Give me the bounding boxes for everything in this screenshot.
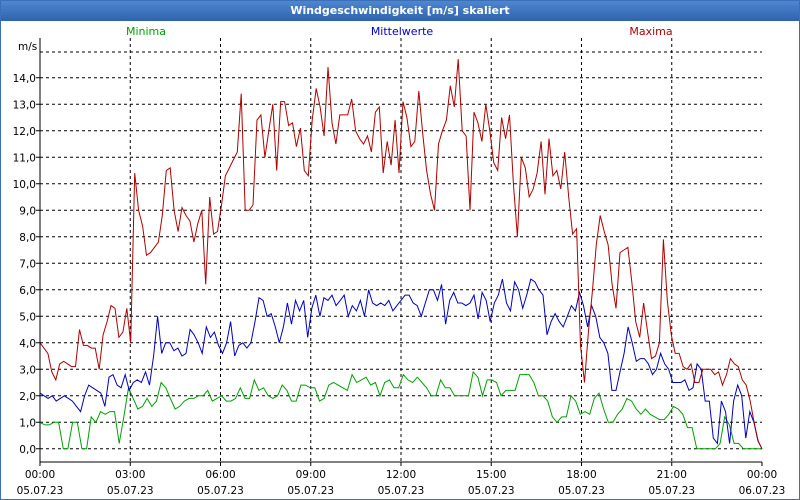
y-tick-label: 11,0: [13, 152, 36, 164]
x-tick-time: 06:00: [205, 469, 235, 481]
x-tick-time: 15:00: [476, 469, 506, 481]
legend: Minima Mittelwerte Maxima: [126, 25, 673, 38]
y-axis-label: m/s: [18, 41, 37, 53]
series-line-maxima: [39, 59, 763, 450]
x-tick-date: 05.07.23: [378, 485, 425, 497]
x-tick-date: 06.07.23: [739, 485, 786, 497]
x-tick-time: 00:00: [747, 469, 777, 481]
x-tick-time: 03:00: [115, 469, 145, 481]
legend-minima: Minima: [126, 25, 166, 38]
y-tick-label: 13,0: [13, 99, 36, 111]
series-line-minima: [39, 370, 762, 450]
y-tick-label: 1,0: [19, 417, 36, 429]
x-tick-date: 05.07.23: [107, 485, 154, 497]
x-tick-date: 05.07.23: [558, 485, 605, 497]
window-title: Windgeschwindigkeit [m/s] skaliert: [1, 1, 799, 21]
series-line-mittelwerte: [39, 278, 763, 450]
x-tick-date: 05.07.23: [648, 485, 695, 497]
x-tick-time: 18:00: [566, 469, 596, 481]
x-tick-time: 09:00: [296, 469, 326, 481]
y-tick-label: 3,0: [19, 364, 36, 376]
legend-mittelwerte: Mittelwerte: [371, 25, 434, 38]
series-lines: [39, 59, 763, 450]
y-tick-label: 7,0: [19, 258, 36, 270]
y-tick-label: 2,0: [19, 391, 36, 403]
y-tick-label: 12,0: [13, 126, 36, 138]
x-tick-date: 05.07.23: [17, 485, 64, 497]
y-tick-label: 5,0: [19, 311, 36, 323]
x-tick-date: 05.07.23: [468, 485, 515, 497]
x-tick-time: 21:00: [657, 469, 687, 481]
y-tick-label: 10,0: [13, 179, 36, 191]
x-tick-time: 12:00: [386, 469, 416, 481]
y-tick-label: 4,0: [19, 338, 36, 350]
legend-maxima: Maxima: [629, 25, 672, 38]
y-axis-ticks: 0,0 1,0 2,0 3,0 4,0 5,0 6,0 7,0 8,0 9,0 10,0 11,0 12…: [13, 73, 40, 456]
grid-lines: [40, 38, 762, 462]
x-axis-ticks: 00:00 05.07.23 03:00 05.07.23 06:00 05.07.23 0…: [17, 462, 786, 497]
y-tick-label: 6,0: [19, 285, 36, 297]
x-tick-date: 05.07.23: [197, 485, 244, 497]
y-tick-label: 8,0: [19, 232, 36, 244]
x-tick-time: 00:00: [25, 469, 55, 481]
y-tick-label: 14,0: [13, 73, 36, 85]
x-tick-date: 05.07.23: [287, 485, 334, 497]
y-tick-label: 9,0: [19, 205, 36, 217]
y-tick-label: 0,0: [19, 444, 36, 456]
